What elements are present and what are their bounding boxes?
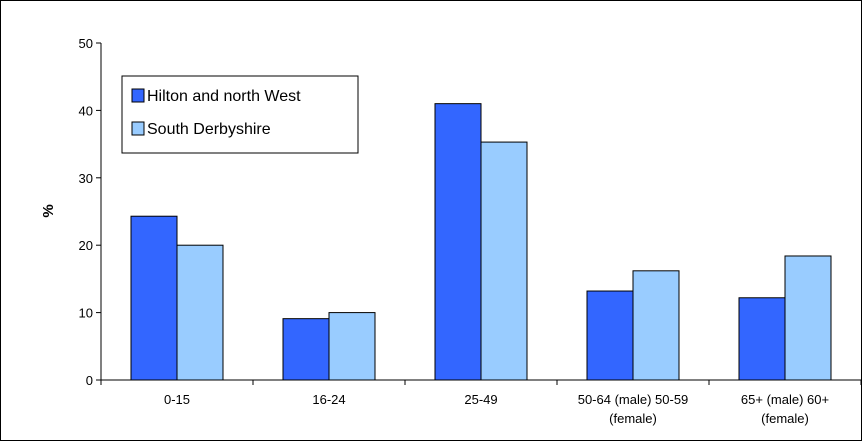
legend-swatch-series-2 (131, 121, 145, 136)
legend-box (121, 75, 359, 154)
y-tick-labels: 0 10 20 30 40 50 (79, 36, 93, 388)
legend-label-series-1: Hilton and north West (147, 88, 301, 105)
bar-south-derbyshire-4 (784, 255, 832, 381)
legend: Hilton and north West South Derbyshire (121, 75, 359, 154)
x-tick-label: 50-64 (male) 50-59 (female) (578, 392, 689, 426)
x-tick-label: 0-15 (164, 392, 190, 407)
y-tick-label: 30 (79, 171, 93, 186)
bar-hilton-1 (282, 318, 330, 381)
y-tick-label: 50 (79, 36, 93, 51)
bar-south-derbyshire-1 (328, 312, 376, 381)
x-tick-label: 25-49 (464, 392, 497, 407)
x-tick-label-line: 16-24 (312, 392, 345, 407)
bar-south-derbyshire-0 (176, 244, 224, 381)
x-tick-label: 65+ (male) 60+ (female) (741, 392, 829, 426)
x-tick-label: 16-24 (312, 392, 345, 407)
x-tick-label-line: (female) (609, 411, 657, 426)
x-tick-label-line: 50-64 (male) 50-59 (578, 392, 689, 407)
y-axis-label: % (40, 204, 57, 217)
bar-hilton-4 (738, 297, 786, 381)
y-tick-label: 0 (86, 373, 93, 388)
bar-hilton-0 (130, 215, 178, 381)
bars (130, 103, 832, 381)
legend-swatch-series-1 (131, 88, 145, 103)
y-tick-label: 10 (79, 306, 93, 321)
x-tick-labels: 0-15 16-24 25-49 50-64 (male) 50-59 (female)… (164, 392, 829, 426)
legend-label-series-2: South Derbyshire (147, 121, 271, 138)
bar-south-derbyshire-3 (632, 270, 680, 381)
x-tick-label-line: 25-49 (464, 392, 497, 407)
y-tick-label: 40 (79, 103, 93, 118)
y-tick-label: 20 (79, 238, 93, 253)
bar-hilton-3 (586, 290, 634, 381)
x-tick-label-line: 65+ (male) 60+ (741, 392, 829, 407)
bar-south-derbyshire-2 (480, 141, 528, 381)
x-tick-label-line: 0-15 (164, 392, 190, 407)
x-tick-label-line: (female) (761, 411, 809, 426)
bar-hilton-2 (434, 103, 482, 381)
